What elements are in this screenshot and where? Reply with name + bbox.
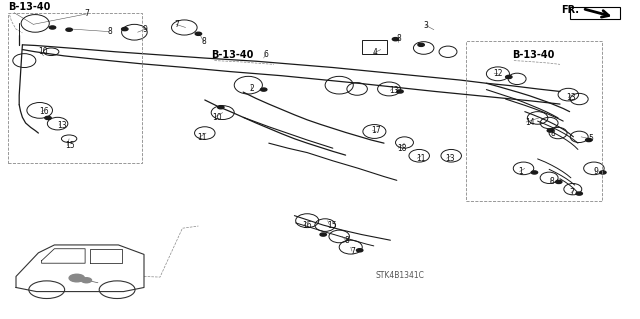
Text: 3: 3 [424, 21, 429, 30]
Circle shape [547, 129, 554, 132]
Text: 13: 13 [389, 86, 399, 95]
Circle shape [49, 26, 56, 29]
Text: 8: 8 [550, 129, 555, 137]
Text: 4: 4 [372, 48, 378, 57]
Text: STK4B1341C: STK4B1341C [376, 271, 424, 280]
Text: B-13-40: B-13-40 [211, 50, 253, 60]
Circle shape [356, 249, 363, 252]
Text: 9: 9 [142, 25, 147, 34]
Text: FR.: FR. [561, 5, 579, 15]
Text: 12: 12 [493, 69, 502, 78]
Text: 18: 18 [397, 144, 406, 153]
Text: 10: 10 [38, 47, 48, 56]
Circle shape [576, 192, 582, 195]
Circle shape [556, 180, 562, 183]
Text: 5: 5 [589, 134, 594, 143]
Text: 13: 13 [445, 154, 454, 163]
Text: 11: 11 [416, 154, 426, 163]
Text: 7: 7 [570, 189, 575, 197]
Circle shape [531, 171, 538, 174]
Text: 8: 8 [202, 37, 206, 46]
Text: B-13-40: B-13-40 [512, 50, 554, 60]
Bar [570, 7, 620, 19]
Text: B-13-40: B-13-40 [8, 2, 50, 12]
Circle shape [195, 32, 202, 35]
Text: 16: 16 [40, 107, 49, 116]
Circle shape [397, 90, 403, 93]
Bar [362, 40, 387, 55]
Bar [466, 41, 602, 201]
Text: 9: 9 [594, 167, 599, 176]
Text: 8: 8 [108, 27, 112, 36]
Circle shape [586, 138, 592, 142]
Text: 15: 15 [328, 220, 337, 230]
Circle shape [260, 88, 267, 91]
Text: 14: 14 [525, 117, 534, 127]
Text: 8: 8 [344, 236, 349, 245]
Text: 13: 13 [566, 93, 576, 102]
Text: 1: 1 [518, 167, 523, 176]
Text: 8: 8 [397, 34, 401, 43]
Circle shape [320, 233, 326, 236]
Circle shape [66, 28, 72, 31]
Text: 16: 16 [302, 220, 312, 230]
Circle shape [81, 278, 92, 283]
Text: 6: 6 [264, 50, 269, 59]
Circle shape [69, 274, 84, 282]
Text: 13: 13 [58, 121, 67, 130]
Text: 10: 10 [212, 113, 222, 122]
Text: 7: 7 [174, 20, 179, 29]
Text: 17: 17 [371, 126, 381, 135]
Circle shape [45, 116, 51, 120]
Circle shape [506, 75, 512, 78]
Bar [8, 13, 142, 163]
Text: 7: 7 [351, 247, 356, 256]
Circle shape [218, 106, 224, 109]
Text: 7: 7 [84, 10, 90, 19]
Text: 11: 11 [197, 133, 207, 142]
Circle shape [392, 38, 399, 41]
Text: 8: 8 [549, 177, 554, 186]
Circle shape [600, 171, 606, 174]
Text: 15: 15 [65, 141, 75, 150]
Text: 2: 2 [250, 85, 254, 93]
Circle shape [122, 27, 128, 31]
Circle shape [418, 43, 424, 46]
